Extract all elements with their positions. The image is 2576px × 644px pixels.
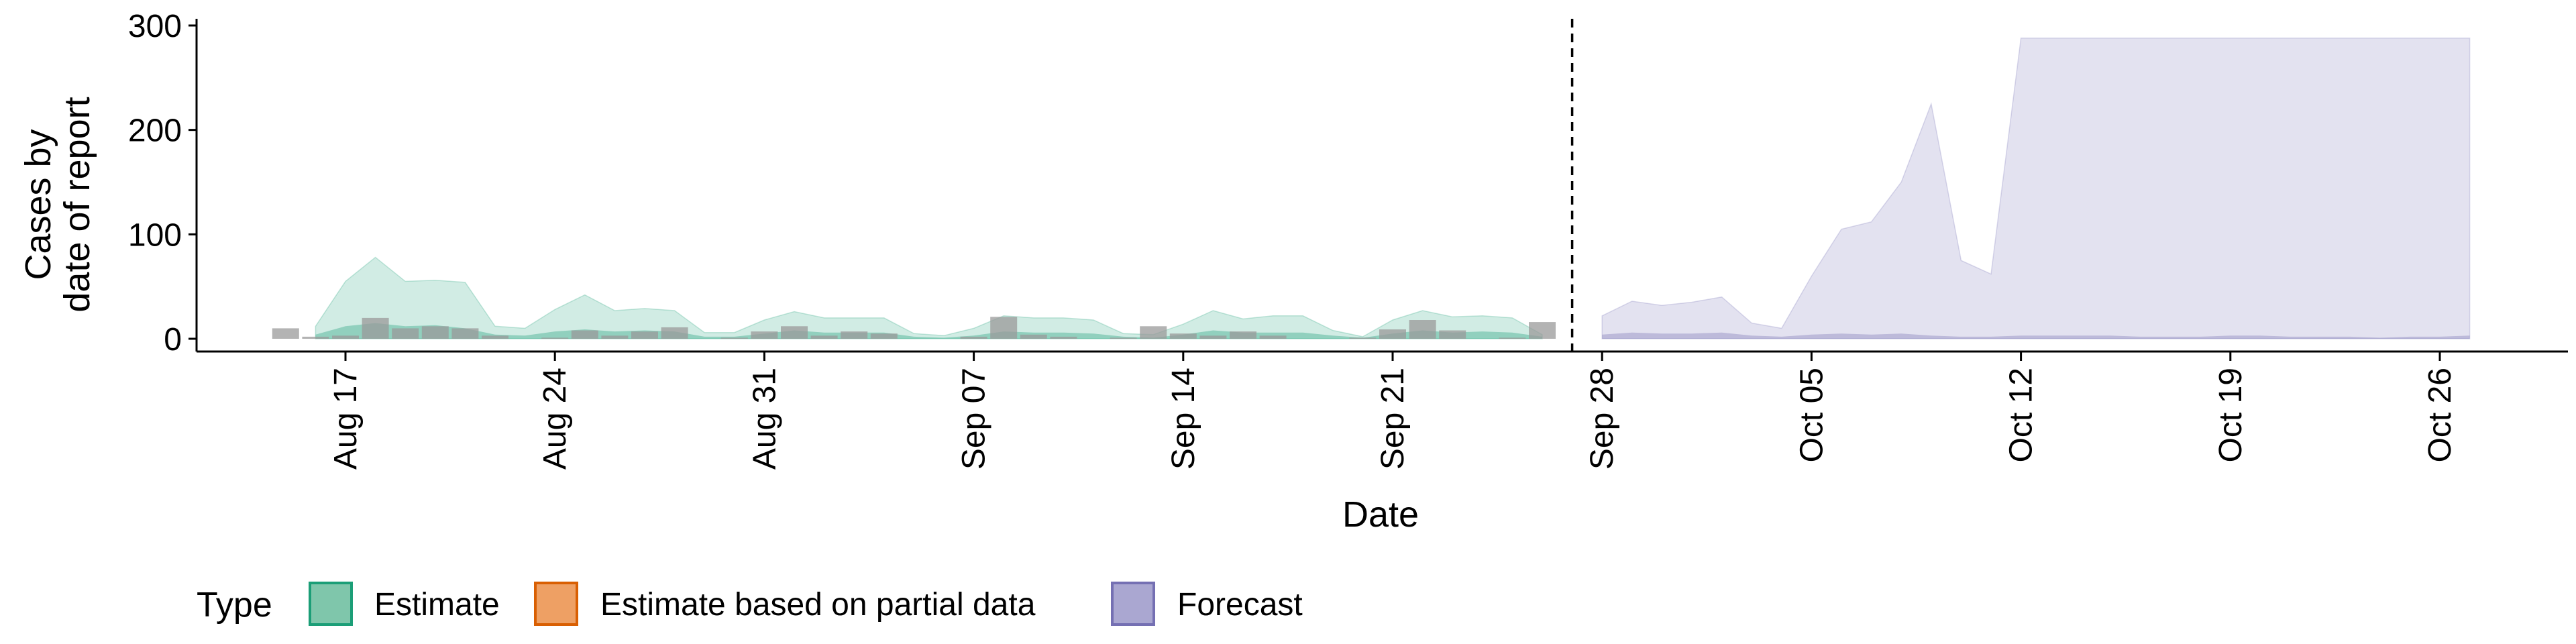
legend-title: Type <box>197 586 272 625</box>
x-tick-label: Oct 05 <box>1794 368 1829 462</box>
reported-case-bar <box>421 326 449 339</box>
reported-case-bar <box>1499 337 1526 339</box>
x-tick-label: Sep 28 <box>1585 368 1620 470</box>
reported-case-bar <box>1169 333 1197 339</box>
reported-case-bar <box>601 335 629 339</box>
reported-case-bar <box>1379 329 1406 339</box>
x-tick-label: Aug 24 <box>537 368 573 470</box>
reported-case-bar <box>810 335 838 339</box>
reported-case-bar <box>451 328 479 339</box>
reported-case-bar <box>1140 326 1167 339</box>
reported-case-bar <box>990 317 1018 339</box>
forecast-ribbon-50 <box>1602 332 2470 339</box>
x-axis-label: Date <box>1342 494 1419 535</box>
y-axis-label-line-1: Cases by <box>18 129 58 280</box>
y-tick-label: 0 <box>164 322 182 358</box>
x-tick-label: Aug 17 <box>328 368 364 470</box>
reported-case-bar <box>1230 331 1256 339</box>
reported-case-bar <box>571 330 598 339</box>
y-tick-label: 100 <box>128 217 182 253</box>
reported-case-bar <box>362 317 389 339</box>
legend: Type Estimate Estimate based on partial … <box>197 582 1303 626</box>
y-tick-label: 200 <box>128 113 182 149</box>
reported-cases-layer <box>272 317 1556 339</box>
x-tick-label: Sep 21 <box>1375 368 1411 470</box>
reported-case-bar <box>720 337 748 339</box>
y-axis-label-line-2: date of report <box>57 97 97 312</box>
reported-case-bar <box>1439 330 1466 339</box>
forecast-ribbon-90 <box>1601 37 2471 339</box>
reported-case-bar <box>1050 336 1077 339</box>
reported-case-bar <box>661 327 688 339</box>
reported-case-bar <box>1199 335 1227 339</box>
y-axis-label: Cases by date of report <box>18 97 97 312</box>
reported-case-bar <box>392 328 419 339</box>
tick-labels-layer: 0 100 200 300 Aug 17 Aug 24 Aug 31 Sep 07 Sep 14… <box>128 9 2458 470</box>
reported-case-bar <box>272 328 299 339</box>
x-tick-label: Sep 14 <box>1166 368 1201 470</box>
legend-label-estimate: Estimate <box>374 587 500 623</box>
reported-case-bar <box>1259 335 1287 339</box>
estimate-ribbon-90 <box>315 256 1543 339</box>
legend-swatch-partial <box>534 582 578 626</box>
x-tick-label: Oct 26 <box>2422 368 2458 462</box>
reported-case-bar <box>781 326 808 339</box>
legend-swatch-estimate <box>309 582 353 626</box>
reported-case-bar <box>870 333 898 339</box>
y-tick-label: 300 <box>128 9 182 44</box>
x-tick-label: Sep 07 <box>957 368 992 470</box>
reported-case-bar <box>482 335 508 339</box>
reported-case-bar <box>302 336 329 339</box>
legend-swatch-forecast <box>1111 582 1155 626</box>
reported-case-bar <box>1110 337 1137 339</box>
reported-case-bar <box>541 337 569 339</box>
reported-case-bar <box>1409 320 1436 339</box>
reported-case-bar <box>841 331 868 339</box>
x-tick-label: Aug 31 <box>747 368 782 470</box>
x-tick-label: Oct 19 <box>2213 368 2249 462</box>
forecast-layer <box>1601 37 2471 339</box>
estimate-layer <box>315 256 1543 339</box>
reported-case-bar <box>1529 322 1556 339</box>
reported-case-bar <box>751 331 778 339</box>
legend-label-forecast: Forecast <box>1177 587 1303 623</box>
legend-label-partial: Estimate based on partial data <box>600 587 1036 623</box>
reported-case-bar <box>960 336 987 339</box>
reported-case-bar <box>1020 334 1047 339</box>
reported-case-bar <box>1349 337 1377 339</box>
x-tick-label: Oct 12 <box>2004 368 2039 462</box>
axes-layer <box>195 19 2568 353</box>
reported-case-bar <box>631 331 658 339</box>
reported-case-bar <box>332 335 359 339</box>
